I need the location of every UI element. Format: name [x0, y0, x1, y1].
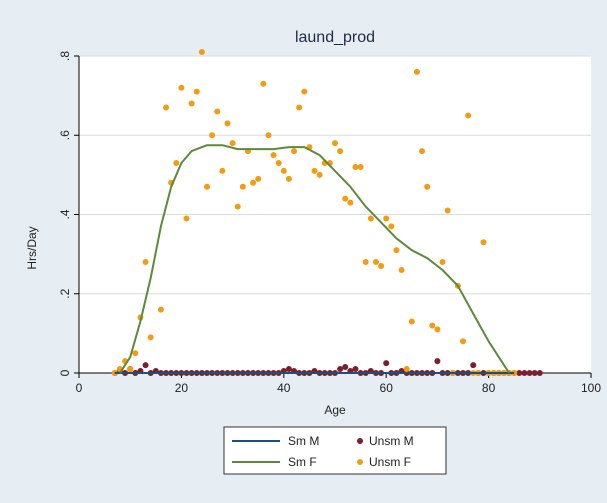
point-unsm-f-44 [342, 195, 349, 202]
point-unsm-f-7 [147, 334, 154, 341]
point-unsm-f-59 [419, 148, 426, 155]
point-unsm-f-39 [316, 171, 323, 178]
point-unsm-f-30 [270, 152, 277, 159]
point-unsm-m-79 [516, 370, 523, 376]
point-unsm-m-82 [531, 370, 538, 376]
point-unsm-f-9 [163, 104, 170, 111]
point-unsm-f-23 [234, 203, 241, 210]
point-unsm-f-18 [209, 132, 216, 139]
point-unsm-f-27 [255, 175, 262, 182]
x-tick-label: 80 [482, 381, 496, 395]
point-unsm-f-57 [408, 318, 415, 325]
point-unsm-f-14 [188, 100, 195, 107]
point-unsm-f-58 [413, 68, 420, 75]
point-unsm-f-13 [183, 215, 190, 222]
point-unsm-f-17 [204, 183, 210, 190]
point-unsm-m-6 [142, 362, 149, 369]
y-axis-title: Hrs/Day [25, 226, 39, 269]
point-unsm-f-62 [434, 326, 441, 333]
point-unsm-f-32 [280, 167, 287, 174]
point-unsm-f-68 [465, 112, 472, 119]
legend-label-sm_f: Sm F [288, 455, 317, 469]
point-unsm-f-20 [219, 167, 226, 174]
legend-label-unsm_f: Unsm F [369, 455, 411, 469]
point-unsm-f-29 [265, 132, 272, 139]
legend-label-sm_m: Sm M [288, 434, 319, 448]
y-tick-label: .6 [58, 130, 72, 140]
point-unsm-f-3 [127, 366, 134, 373]
point-unsm-f-8 [157, 306, 164, 313]
point-unsm-m-80 [521, 370, 528, 376]
point-unsm-f-42 [332, 140, 338, 147]
legend: Sm M Unsm M Sm F Unsm F [223, 426, 447, 475]
point-unsm-f-31 [275, 159, 282, 166]
x-tick-label: 0 [76, 381, 83, 395]
y-tick-label: .8 [58, 51, 72, 61]
point-unsm-m-47 [352, 366, 359, 373]
point-unsm-f-28 [260, 80, 267, 87]
point-unsm-f-6 [142, 259, 149, 266]
point-unsm-f-48 [362, 259, 369, 266]
legend-label-unsm_m: Unsm M [369, 434, 414, 448]
legend-swatch-unsm_f [357, 459, 363, 465]
chart-title: laund_prod [295, 29, 375, 46]
point-unsm-f-16 [198, 49, 205, 56]
point-unsm-f-11 [173, 159, 180, 166]
point-unsm-m-81 [526, 370, 533, 376]
point-unsm-m-70 [470, 362, 477, 369]
point-unsm-f-61 [429, 322, 436, 329]
point-unsm-f-50 [372, 259, 379, 266]
point-unsm-f-47 [357, 163, 364, 170]
series-group [111, 49, 543, 376]
y-tick-label: .4 [58, 209, 72, 219]
point-unsm-m-45 [342, 364, 349, 371]
point-unsm-f-15 [193, 88, 200, 95]
point-unsm-f-64 [444, 207, 451, 214]
x-axis-title: Age [324, 403, 346, 417]
point-unsm-f-33 [285, 175, 292, 182]
legend-box [223, 426, 447, 475]
y-tick-label: 0 [58, 369, 72, 376]
point-unsm-f-60 [424, 183, 431, 190]
point-unsm-f-71 [480, 239, 487, 246]
point-unsm-m-44 [337, 366, 344, 373]
x-tick-label: 40 [277, 381, 291, 395]
point-unsm-f-34 [291, 148, 298, 155]
point-unsm-f-45 [347, 199, 354, 206]
point-unsm-f-52 [383, 215, 390, 222]
legend-swatch-unsm_m [357, 438, 363, 444]
x-tick-label: 20 [175, 381, 189, 395]
point-unsm-f-55 [398, 266, 405, 273]
point-unsm-f-43 [337, 148, 344, 155]
point-unsm-f-63 [439, 259, 446, 266]
point-unsm-f-12 [178, 84, 185, 91]
series-line-sm-f [119, 144, 510, 374]
point-unsm-f-56 [403, 366, 410, 373]
point-unsm-f-35 [296, 104, 303, 111]
point-unsm-f-24 [239, 183, 246, 190]
point-unsm-f-26 [250, 179, 257, 186]
point-unsm-f-36 [301, 88, 308, 95]
x-tick-label: 60 [380, 381, 394, 395]
point-unsm-f-67 [460, 338, 466, 345]
point-unsm-f-4 [132, 350, 139, 357]
point-unsm-f-46 [352, 163, 359, 170]
x-tick-label: 100 [581, 381, 601, 395]
y-tick-label: .2 [58, 288, 72, 298]
point-unsm-f-51 [378, 263, 385, 270]
point-unsm-f-19 [214, 108, 221, 115]
point-unsm-m-83 [536, 370, 543, 376]
point-unsm-f-53 [388, 223, 395, 230]
point-unsm-f-54 [393, 247, 400, 254]
point-unsm-m-53 [383, 360, 390, 367]
point-unsm-f-21 [224, 120, 231, 127]
point-unsm-f-38 [311, 167, 318, 174]
point-unsm-m-63 [434, 358, 441, 365]
point-unsm-m-34 [285, 366, 292, 373]
point-unsm-f-22 [229, 140, 236, 147]
point-unsm-f-49 [367, 215, 374, 222]
